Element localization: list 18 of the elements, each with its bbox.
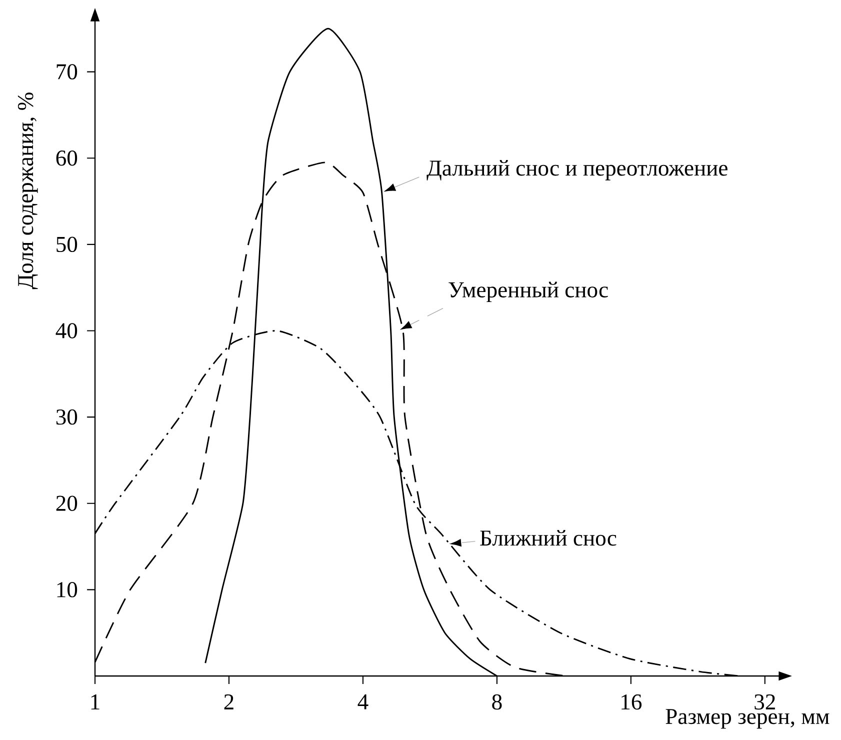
y-axis-title: Доля содержания, % [18,92,38,290]
x-tick-label: 32 [754,694,775,710]
y-tick-label: 60 [56,150,78,166]
legend-label: Ближний снос [480,530,616,546]
y-tick-label: 10 [57,582,78,598]
x-tick-label: 2 [224,694,234,710]
x-axis-title: Размер зерен, мм [666,709,830,729]
x-tick-label: 1 [91,694,100,710]
y-tick-label: 70 [56,64,78,80]
text: Дальний снос и переотложение [426,160,728,180]
y-tick-label: 30 [56,409,78,425]
y-tick-label: 50 [56,236,78,252]
x-tick-label: 8 [492,694,502,710]
text: Умеренный снос [448,282,608,302]
x-tick-label: 4 [358,694,368,710]
y-tick-label: 40 [56,323,78,338]
y-tick-label: 20 [56,496,78,511]
x-tick-label: 16 [622,694,642,710]
